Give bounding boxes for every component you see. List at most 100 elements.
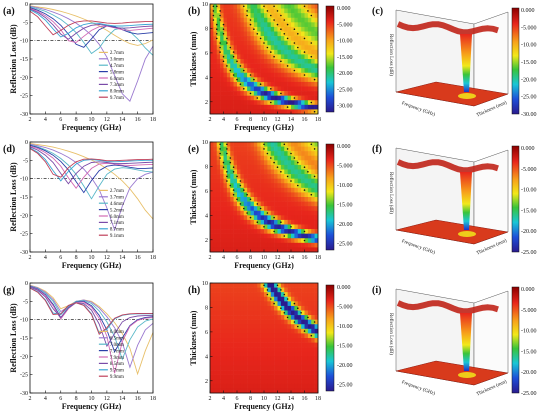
chart-b-heatmap-cell [223, 49, 228, 55]
chart-h-heatmap-cell [294, 356, 299, 362]
chart-b-heatmap-cell [301, 59, 305, 64]
chart-h-heatmap-cell [260, 333, 265, 339]
chart-h-heatmap-cell [216, 287, 221, 293]
chart-b-heatmap-cell [247, 26, 251, 32]
chart-g-xtick-label: 18 [150, 396, 156, 402]
chart-b-heatmap-cell [280, 45, 285, 51]
chart-h-heatmap-cell [307, 283, 312, 288]
chart-e-heatmap-cell [213, 146, 218, 152]
chart-b-heatmap-cell [297, 22, 302, 28]
chart-c-flabel: Frequency (GHz) [401, 101, 436, 118]
chart-b-heatmap-cell [220, 100, 224, 106]
chart-e-contour-point [297, 184, 299, 187]
chart-b-heatmap-cell [297, 45, 302, 51]
chart-h-heatmap-cell [311, 365, 315, 371]
chart-b-heatmap-cell [307, 91, 312, 96]
chart-b-heatmap-cell [304, 63, 309, 69]
chart-h-heatmap-cell [253, 328, 258, 334]
chart-i-absorption-valley [460, 313, 472, 371]
chart-e-heatmap-cell [304, 224, 309, 230]
chart-h-heatmap-cell [280, 338, 285, 343]
chart-h-heatmap-cell [311, 338, 315, 343]
chart-e-heatmap-cell [260, 215, 265, 221]
chart-h-heatmap-cell [270, 365, 275, 371]
chart-h-heatmap-cell [233, 370, 238, 375]
chart-b-heatmap-cell [226, 81, 231, 87]
chart-b-contour-point [212, 19, 215, 21]
chart-h-heatmap-cell [223, 319, 228, 325]
chart-e-heatmap-cell [304, 192, 309, 198]
chart-e-heatmap-cell [311, 247, 315, 253]
chart-b-heatmap-cell [233, 91, 238, 96]
chart-e-heatmap-cell [230, 187, 234, 193]
chart-h-heatmap-cell [240, 342, 245, 348]
chart-b-heatmap-cell [270, 45, 275, 51]
chart-h-heatmap-cell [314, 342, 319, 348]
chart-e-heatmap-cell [257, 164, 261, 170]
chart-b-heatmap-cell [274, 4, 278, 9]
chart-h-heatmap-cell [233, 360, 238, 366]
chart-b-heatmap-cell [250, 63, 255, 69]
chart-b-heatmap-cell [284, 63, 288, 69]
chart-h-heatmap-cell [216, 360, 221, 366]
panel-label-b: (b) [188, 6, 200, 17]
chart-e-heatmap-cell [294, 229, 299, 234]
chart-h-heatmap-cell [223, 292, 228, 298]
chart-b-heatmap-cell [250, 59, 255, 64]
chart-e-heatmap-cell [233, 146, 238, 152]
chart-e-heatmap-cell [284, 224, 288, 230]
chart-e-heatmap-cell [233, 151, 238, 157]
chart-e-heatmap-cell [277, 151, 282, 157]
chart-h-heatmap-cell [284, 315, 288, 320]
chart-e-heatmap-cell [243, 197, 248, 202]
chart-b-heatmap-cell [213, 72, 218, 78]
chart-e-heatmap-cell [240, 238, 245, 244]
chart-b-heatmap-cell [277, 91, 282, 96]
chart-b-heatmap-cell [240, 77, 245, 83]
chart-e-heatmap-cell [253, 155, 258, 161]
chart-b-heatmap-cell [264, 77, 268, 83]
chart-b-heatmap-cell [250, 91, 255, 96]
chart-h-heatmap-cell [233, 388, 238, 394]
chart-b-heatmap-cell [294, 59, 299, 64]
chart-h-heatmap-cell [210, 351, 214, 357]
chart-e-xtick-label: 8 [249, 255, 252, 261]
chart-e-heatmap-cell [233, 197, 238, 202]
chart-b-heatmap-cell [216, 72, 221, 78]
chart-e-heatmap-cell [284, 201, 288, 207]
chart-h-heatmap-cell [291, 319, 295, 325]
chart-h-colorbar-label: -20.00 [337, 363, 353, 369]
chart-b-heatmap-cell [304, 8, 309, 14]
chart-b-heatmap-cell [267, 63, 272, 69]
chart-b-heatmap-cell [253, 109, 258, 115]
chart-b-heatmap-cell [294, 4, 299, 9]
chart-e-heatmap-cell [253, 187, 258, 193]
chart-e-heatmap-cell [264, 238, 268, 244]
chart-e-heatmap-cell [294, 247, 299, 253]
chart-b-heatmap-cell [233, 81, 238, 87]
chart-b-heatmap-cell [220, 59, 224, 64]
chart-b-heatmap-cell [250, 13, 255, 19]
chart-a-ytick-label: -10 [20, 39, 28, 45]
chart-b-heatmap-cell [304, 54, 309, 60]
chart-d-xtick-label: 16 [135, 255, 141, 261]
chart-i-flabel: Frequency (GHz) [401, 380, 436, 397]
chart-h-heatmap-cell [301, 365, 305, 371]
chart-h-heatmap-cell [270, 360, 275, 366]
chart-e-heatmap-cell [270, 142, 275, 147]
chart-h-heatmap-cell [220, 283, 224, 288]
chart-h-heatmap-cell [274, 328, 278, 334]
chart-e-heatmap-cell [223, 183, 228, 189]
chart-b-heatmap-cell [294, 13, 299, 19]
chart-h-heatmap-cell [260, 292, 265, 298]
chart-b-heatmap-cell [304, 72, 309, 78]
chart-b-heatmap-cell [314, 36, 319, 41]
chart-e-heatmap-cell [314, 183, 319, 189]
chart-h-heatmap-cell [284, 333, 288, 339]
chart-e-heatmap-cell [250, 146, 255, 152]
chart-e-contour-point [222, 161, 225, 164]
chart-b-heatmap-cell [284, 59, 288, 64]
chart-b-heatmap-cell [304, 86, 309, 92]
chart-b-heatmap-cell [307, 77, 312, 83]
chart-e-heatmap-cell [277, 197, 282, 202]
